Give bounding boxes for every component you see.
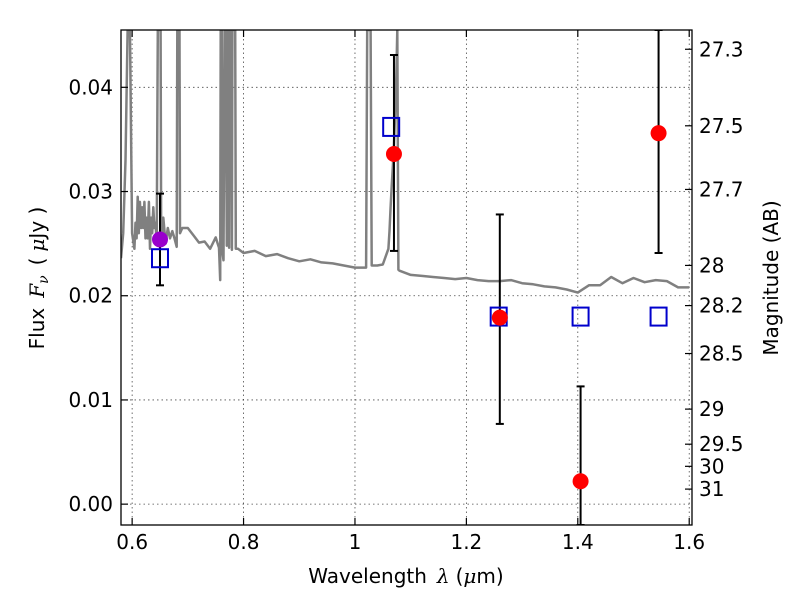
- mag-tick-label: 28: [699, 253, 724, 277]
- axis-ticks: 0.6 0.8 1 1.2 1.4 1.6 0.00 0.01 0.02 0.03 0.04 27.3…: [68, 30, 744, 554]
- mag-tick-label: 28.2: [699, 294, 744, 318]
- observed-point: [650, 125, 667, 142]
- x-tick-label: 1.6: [673, 530, 705, 554]
- observed-point: [385, 146, 402, 163]
- mag-tick-label: 28.5: [699, 342, 744, 366]
- observed-point: [572, 473, 589, 490]
- y-tick-label: 0.02: [68, 284, 113, 308]
- mag-tick-label: 29.5: [699, 432, 744, 456]
- grid-lines: [121, 30, 692, 525]
- observed-point: [491, 309, 508, 326]
- plot-frame: [120, 29, 693, 526]
- mag-tick-label: 30: [699, 454, 724, 478]
- mag-tick-label: 27.7: [699, 177, 744, 201]
- mag-tick-label: 27.5: [699, 114, 744, 138]
- mag-tick-label: 29: [699, 397, 724, 421]
- model-photometry-square: [571, 306, 590, 327]
- optical-point: [151, 231, 168, 248]
- y-tick-label: 0.00: [68, 492, 113, 516]
- x-tick-label: 0.6: [116, 530, 148, 554]
- x-axis-title: Wavelength λ (μm): [308, 564, 503, 588]
- y-tick-label: 0.04: [68, 75, 113, 99]
- x-tick-label: 0.8: [228, 530, 260, 554]
- x-tick-label: 1.4: [562, 530, 594, 554]
- mag-tick-label: 27.3: [699, 37, 744, 61]
- sed-model-line: [121, 30, 690, 294]
- y-tick-label: 0.01: [68, 388, 113, 412]
- y2-axis-title: Magnitude (AB): [759, 200, 783, 355]
- model-photometry-square: [382, 116, 401, 137]
- y-axis-title: FluxFν(μJy ): [25, 207, 52, 350]
- mag-tick-label: 31: [699, 477, 724, 501]
- observed-photometry-markers: [151, 125, 667, 490]
- plot-area: [121, 30, 690, 525]
- y-tick-label: 0.03: [68, 180, 113, 204]
- x-tick-label: 1: [349, 530, 362, 554]
- model-photometry-square: [649, 306, 668, 327]
- x-tick-label: 1.2: [450, 530, 482, 554]
- model-photometry-square: [150, 248, 169, 269]
